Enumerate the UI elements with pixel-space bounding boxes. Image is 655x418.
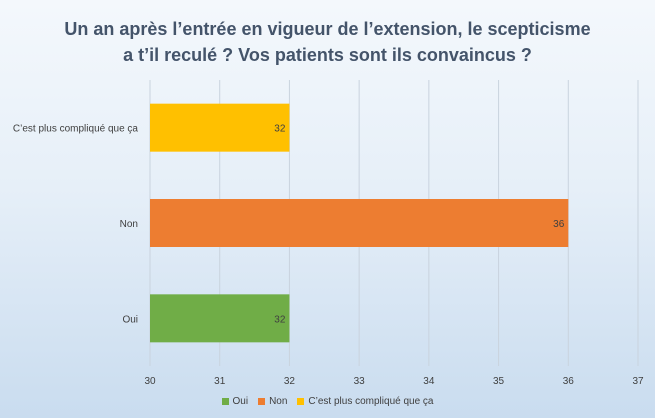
data-label: 32: [274, 314, 286, 325]
legend: Oui Non C’est plus compliqué que ça: [0, 396, 655, 407]
x-tick-label: 33: [354, 376, 366, 387]
legend-label: Oui: [232, 396, 249, 407]
bar: [150, 199, 569, 247]
category-label: Non: [120, 219, 138, 230]
category-label: C’est plus compliqué que ça: [13, 124, 139, 135]
legend-swatch: [297, 398, 305, 405]
chart-title-line-2: a t’il reculé ? Vos patients sont ils co…: [123, 45, 532, 65]
x-tick-label: 30: [144, 376, 156, 387]
chart-title: Un an après l’entrée en vigueur de l’ext…: [0, 16, 655, 68]
x-tick-label: 35: [493, 376, 505, 387]
bar: [150, 103, 290, 152]
data-label: 36: [553, 219, 565, 230]
x-tick-label: 37: [632, 376, 644, 387]
legend-item: C’est plus compliqué que ça: [297, 396, 434, 407]
category-label: Oui: [122, 314, 138, 325]
legend-swatch: [258, 398, 266, 405]
legend-item: Non: [258, 396, 287, 407]
bar: [150, 294, 290, 343]
x-tick-label: 31: [214, 376, 226, 387]
data-label: 32: [274, 124, 286, 135]
legend-swatch: [221, 398, 229, 405]
x-tick-label: 34: [423, 376, 435, 387]
x-tick-label: 32: [284, 376, 296, 387]
chart-title-line-1: Un an après l’entrée en vigueur de l’ext…: [64, 19, 591, 39]
x-tick-label: 36: [563, 376, 575, 387]
legend-label: C’est plus compliqué que ça: [308, 396, 434, 407]
legend-label: Non: [269, 396, 288, 407]
legend-item: Oui: [221, 396, 249, 407]
